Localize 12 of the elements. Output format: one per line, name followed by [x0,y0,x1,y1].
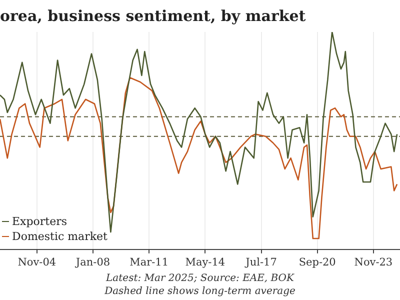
x-tick-label: Nov-04 [18,256,56,268]
x-tick-label: May-14 [185,256,226,268]
x-tick-label: Sep-20 [298,256,336,268]
legend-label: Exporters [12,215,67,228]
x-tick-label: Nov-23 [354,256,393,268]
text: Latest: Mar 2025; Source: EAE, BOK [104,272,296,285]
text: Dashed line shows long-term average [104,285,296,298]
x-tick-label: Mar-11 [130,256,169,268]
x-tick-label: Jan-08 [74,256,110,268]
chart-title: orea, business sentiment, by market [0,6,306,25]
x-tick-label: Jul-17 [244,256,277,268]
legend-label: Domestic market [12,230,108,243]
